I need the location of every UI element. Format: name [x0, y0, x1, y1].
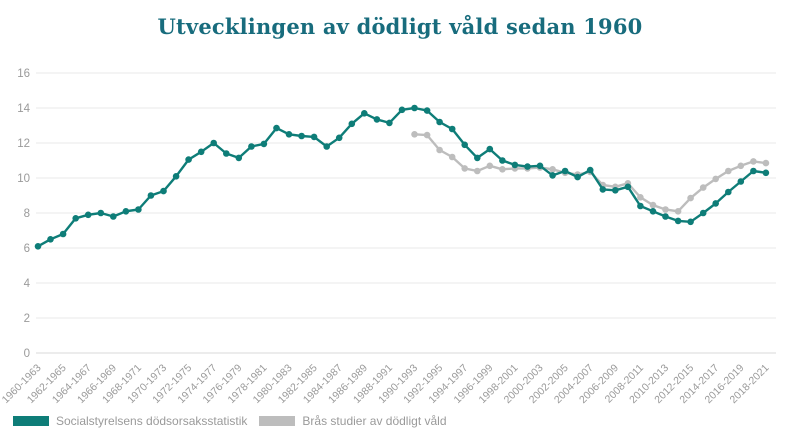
series-line-socialstyrelsen	[36, 106, 768, 248]
data-point	[737, 162, 745, 170]
data-point	[110, 213, 117, 220]
data-point	[373, 116, 381, 123]
data-point	[122, 208, 130, 215]
data-point	[135, 206, 142, 213]
data-point	[34, 243, 42, 250]
y-tick-label: 14	[17, 103, 30, 115]
chart-title: Utvecklingen av dödligt våld sedan 1960	[157, 14, 643, 39]
data-point	[474, 167, 481, 175]
data-point	[185, 156, 192, 163]
data-point	[235, 154, 243, 162]
data-point	[586, 166, 594, 174]
data-point	[72, 215, 79, 222]
data-point	[624, 183, 632, 191]
data-point	[674, 208, 682, 215]
data-point	[536, 162, 544, 170]
data-point	[612, 187, 619, 194]
data-point	[561, 167, 569, 175]
data-point	[398, 106, 406, 114]
data-point	[248, 143, 255, 150]
data-point	[750, 167, 757, 175]
data-point	[59, 230, 67, 238]
data-point	[223, 150, 230, 157]
y-tick-label: 8	[24, 208, 30, 220]
data-point	[712, 200, 719, 207]
data-point	[285, 131, 293, 138]
data-point	[423, 107, 431, 114]
data-point	[47, 236, 54, 243]
data-point	[310, 133, 318, 141]
data-point	[461, 165, 469, 172]
data-point	[725, 167, 732, 175]
data-point	[160, 187, 167, 195]
data-point	[172, 173, 180, 180]
data-point	[662, 206, 669, 213]
data-point	[298, 132, 305, 140]
y-tick-label: 16	[17, 68, 30, 80]
gray-series-swatch	[259, 416, 296, 426]
data-point	[737, 178, 745, 185]
y-tick-label: 10	[17, 173, 30, 185]
y-tick-label: 0	[24, 348, 30, 360]
data-point	[637, 194, 644, 201]
data-point	[499, 157, 506, 164]
data-point	[386, 119, 393, 127]
data-point	[574, 173, 581, 181]
data-point	[411, 131, 418, 138]
data-point	[147, 192, 155, 199]
data-point	[699, 209, 707, 217]
data-point	[474, 154, 481, 162]
data-point	[649, 208, 657, 215]
data-point	[599, 186, 607, 193]
y-tick-label: 4	[24, 278, 31, 290]
data-point	[549, 166, 556, 173]
data-point	[84, 211, 92, 219]
data-point	[436, 118, 443, 126]
data-point	[499, 166, 506, 173]
data-point	[511, 161, 519, 169]
data-point	[699, 184, 707, 191]
data-point	[725, 188, 732, 196]
legend-item-socialstyrelsen: Socialstyrelsens dödsorsaksstatistik	[13, 414, 247, 428]
data-point	[750, 158, 757, 165]
data-point	[436, 146, 443, 154]
y-tick-label: 12	[17, 138, 30, 150]
legend-label: Socialstyrelsens dödsorsaksstatistik	[56, 414, 248, 428]
data-point	[649, 201, 657, 209]
data-point	[361, 110, 368, 117]
data-point	[197, 148, 205, 156]
data-point	[762, 159, 770, 167]
data-point	[273, 124, 280, 132]
data-point	[461, 141, 469, 149]
data-point	[524, 163, 531, 170]
legend-item-bra: Brås studier av dödligt våld	[259, 414, 447, 428]
data-point	[662, 213, 669, 220]
data-point	[210, 139, 217, 147]
data-point	[260, 140, 268, 148]
y-tick-label: 2	[24, 313, 30, 325]
data-point	[448, 153, 456, 161]
data-point	[323, 143, 331, 150]
data-point	[687, 218, 694, 226]
data-point	[486, 162, 494, 170]
data-point	[348, 120, 356, 128]
data-point	[674, 217, 682, 225]
chart-legend: Socialstyrelsens dödsorsaksstatistik Brå…	[13, 414, 447, 428]
data-point	[687, 194, 694, 202]
data-point	[97, 209, 105, 217]
data-point	[448, 125, 456, 133]
y-tick-label: 6	[24, 243, 30, 255]
data-point	[486, 145, 494, 153]
legend-label: Brås studier av dödligt våld	[302, 414, 447, 428]
data-point	[335, 134, 343, 142]
data-point	[762, 169, 770, 177]
data-point	[549, 172, 556, 179]
data-point	[637, 202, 644, 210]
data-point	[712, 175, 719, 183]
data-point	[411, 104, 418, 112]
teal-series-swatch	[13, 416, 49, 426]
data-point	[423, 131, 431, 139]
